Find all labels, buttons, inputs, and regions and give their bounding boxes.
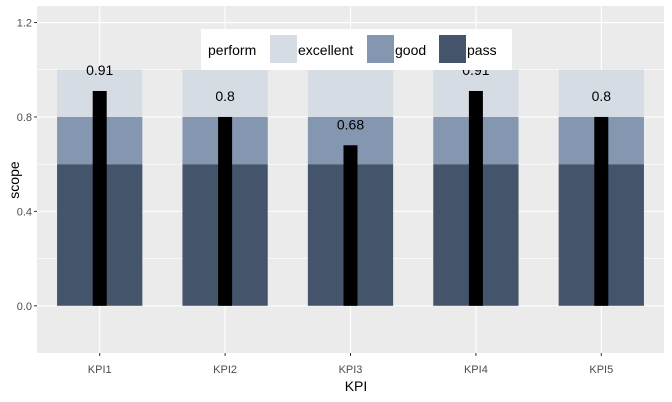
value-bar [594, 116, 609, 306]
data-label: 0.91 [86, 62, 113, 78]
axis-ticks: 0.0 0.4 0.8 1.2 KPI1 KPI2 KPI3 KPI4 KPI5 [17, 18, 614, 376]
value-bar [468, 90, 483, 306]
y-axis-title: scope [6, 161, 22, 199]
x-tick-label: KPI4 [464, 364, 488, 376]
band-bar-excellent [558, 69, 644, 117]
band-bar-excellent [182, 69, 268, 117]
value-bars [92, 90, 609, 306]
legend-label: pass [467, 42, 497, 58]
legend-label: excellent [298, 42, 353, 58]
data-label: 0.8 [592, 88, 612, 104]
data-label: 0.8 [215, 88, 235, 104]
y-tick-label: 0.4 [17, 206, 32, 218]
value-bar [218, 116, 233, 306]
data-label: 0.68 [337, 116, 364, 132]
y-tick-label: 0.8 [17, 112, 32, 124]
legend-entries: excellent good pass [270, 35, 497, 63]
x-tick-label: KPI3 [339, 364, 363, 376]
value-bar [343, 145, 358, 306]
legend-key-pass [439, 35, 466, 63]
legend-key-good [367, 35, 394, 63]
y-tick-label: 1.2 [17, 18, 32, 30]
band-bar-excellent [307, 69, 394, 117]
x-tick-label: KPI2 [213, 364, 237, 376]
x-tick-label: KPI1 [88, 364, 112, 376]
y-tick-label: 0.0 [17, 301, 32, 313]
legend-title: perform [208, 42, 256, 58]
legend: perform excellent good pass [201, 29, 512, 70]
x-axis-title: KPI [345, 378, 368, 394]
legend-key-excellent [270, 35, 297, 63]
legend-label: good [395, 42, 426, 58]
value-bar [92, 90, 107, 306]
x-tick-label: KPI5 [589, 364, 613, 376]
